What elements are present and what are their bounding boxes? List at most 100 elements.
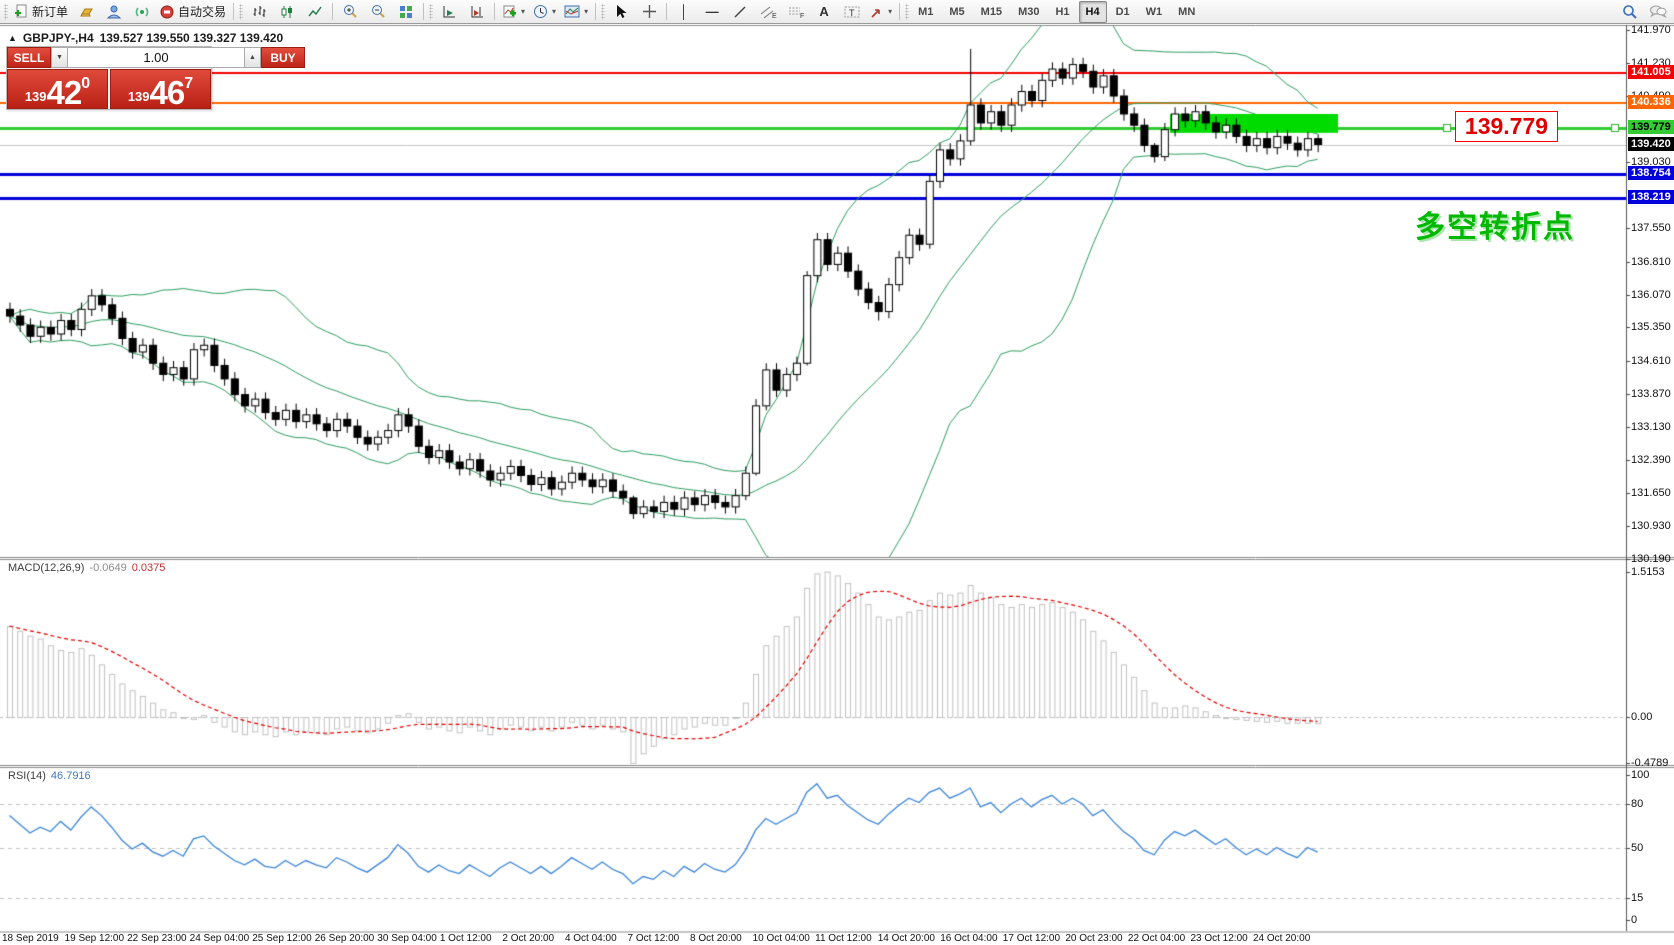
price-tag: 139.420 xyxy=(1628,136,1674,151)
autotrading-button[interactable]: 自动交易 xyxy=(156,1,230,23)
timeframe-button-d1[interactable]: D1 xyxy=(1115,5,1130,18)
timeframe-button-m15[interactable]: M15 xyxy=(980,5,1003,18)
fibonacci-tool-button[interactable]: F xyxy=(782,1,810,23)
timeframe-button-m5[interactable]: M5 xyxy=(949,5,965,18)
toolbar-drag-handle[interactable] xyxy=(4,3,8,20)
bar-chart-button[interactable] xyxy=(245,1,273,23)
zoom-in-icon xyxy=(343,5,357,18)
buy-price-pip: 7 xyxy=(184,75,194,92)
price-tick-label: 130.190 xyxy=(1631,553,1671,565)
rsi-scale-label: 15 xyxy=(1631,892,1644,905)
timeframe-button-h4[interactable]: H4 xyxy=(1078,0,1107,23)
time-tick-label: 22 Sep 23:00 xyxy=(127,933,187,944)
price-tag: 141.005 xyxy=(1628,65,1674,80)
price-tick-label: 131.650 xyxy=(1631,487,1671,500)
time-tick-label: 26 Sep 20:00 xyxy=(314,933,375,944)
volume-increase-button[interactable]: ▲ xyxy=(244,47,261,68)
timeframe-button-h1[interactable]: H1 xyxy=(1055,5,1070,18)
indicators-icon xyxy=(503,5,517,17)
candlestick-chart-button[interactable] xyxy=(273,1,301,23)
price-tag: 139.779 xyxy=(1628,120,1674,135)
time-tick-label: 7 Oct 12:00 xyxy=(627,933,680,944)
volume-input[interactable] xyxy=(68,47,244,68)
zoom-out-button[interactable] xyxy=(364,1,392,23)
price-tick-label: 136.810 xyxy=(1631,255,1671,268)
price-callout-box[interactable]: 139.779 xyxy=(1455,111,1558,142)
rsi-scale-label: 80 xyxy=(1631,798,1644,810)
timeframe-button-mn[interactable]: MN xyxy=(1178,5,1196,18)
tile-windows-button[interactable] xyxy=(392,1,420,23)
new-order-button[interactable]: 新订单 xyxy=(10,1,72,23)
volume-decrease-button[interactable]: ▼ xyxy=(51,47,68,68)
trendline-tool-button[interactable] xyxy=(726,1,754,23)
price-tick-label: 137.550 xyxy=(1631,222,1671,235)
arrows-tool-button[interactable]: ▾ xyxy=(866,1,896,23)
search-icon xyxy=(1623,4,1637,19)
periods-button[interactable]: ▾ xyxy=(529,1,560,23)
cursor-icon xyxy=(617,5,627,18)
label-tool-button[interactable]: T xyxy=(838,1,866,23)
label-tool-icon: T xyxy=(844,6,860,18)
price-tick-label: 135.350 xyxy=(1631,321,1671,334)
price-tick-label: 133.870 xyxy=(1631,387,1671,400)
zoom-in-button[interactable] xyxy=(336,1,364,23)
search-button[interactable] xyxy=(1616,1,1644,23)
chart-shift-icon xyxy=(471,5,484,17)
buy-button[interactable]: BUY xyxy=(261,47,305,68)
toolbar: 新订单 自动交易 xyxy=(0,0,1674,24)
time-tick-label: 20 Oct 23:00 xyxy=(1065,933,1123,944)
time-tick-label: 18 Sep 2019 xyxy=(2,933,59,944)
price-tick-label: 133.130 xyxy=(1631,420,1671,433)
new-order-label: 新订单 xyxy=(32,5,69,19)
cursor-tool-button[interactable] xyxy=(607,1,635,23)
collapse-triangle-icon[interactable]: ▲ xyxy=(8,33,17,43)
buy-price-tile[interactable]: 139 46 7 xyxy=(110,69,211,109)
time-tick-label: 16 Oct 04:00 xyxy=(940,933,998,944)
time-tick-label: 4 Oct 04:00 xyxy=(564,933,617,944)
indicators-button[interactable]: ▾ xyxy=(498,1,529,23)
bar-chart-icon xyxy=(253,5,266,17)
time-tick-label: 1 Oct 12:00 xyxy=(439,933,492,944)
macd-name: MACD(12,26,9) xyxy=(8,562,85,574)
signals-button[interactable] xyxy=(128,1,156,23)
time-tick-label: 17 Oct 12:00 xyxy=(1002,933,1061,944)
rsi-scale-label: 50 xyxy=(1631,841,1644,854)
channel-tool-button[interactable]: E xyxy=(754,1,782,23)
timeframe-button-w1[interactable]: W1 xyxy=(1145,5,1163,18)
arrows-caret-icon: ▾ xyxy=(888,7,893,16)
arrows-tool-icon xyxy=(871,8,880,18)
sell-button[interactable]: SELL xyxy=(7,47,51,68)
price-tick-label: 136.070 xyxy=(1631,288,1671,301)
price-tick-label: 139.030 xyxy=(1631,156,1671,169)
chart-ohlc-values: 139.527 139.550 139.327 139.420 xyxy=(99,31,284,45)
price-tick-label: 134.610 xyxy=(1631,354,1671,367)
price-tag: 140.336 xyxy=(1628,95,1674,110)
line-chart-button[interactable] xyxy=(301,1,329,23)
horizontal-line-tool-button[interactable]: — xyxy=(698,1,726,23)
rsi-scale-label: 0 xyxy=(1631,914,1638,926)
time-tick-label: 10 Oct 04:00 xyxy=(752,933,810,944)
price-tag: 138.754 xyxy=(1628,166,1674,181)
sell-price-tile[interactable]: 139 42 0 xyxy=(7,69,108,109)
template-icon xyxy=(564,5,580,18)
profile-button[interactable] xyxy=(100,1,128,23)
templates-button[interactable]: ▾ xyxy=(560,1,592,23)
timeframe-button-m1[interactable]: M1 xyxy=(918,5,934,18)
vertical-line-tool-button[interactable]: │ xyxy=(670,1,698,23)
chart-shift-button[interactable] xyxy=(463,1,491,23)
time-tick-label: 11 Oct 12:00 xyxy=(815,933,872,944)
crosshair-tool-button[interactable] xyxy=(635,1,663,23)
timeframe-button-m30[interactable]: M30 xyxy=(1018,5,1040,18)
chat-button[interactable] xyxy=(1644,1,1672,23)
time-tick-label: 19 Sep 12:00 xyxy=(64,933,125,944)
macd-scale-label: 0.00 xyxy=(1631,711,1653,723)
time-tick-label: 14 Oct 20:00 xyxy=(877,933,935,944)
signal-icon xyxy=(135,6,148,17)
market-watch-button[interactable] xyxy=(72,1,100,23)
auto-scroll-button[interactable] xyxy=(435,1,463,23)
time-tick-label: 30 Sep 04:00 xyxy=(377,933,437,944)
text-tool-button[interactable]: A xyxy=(810,1,838,23)
pivot-annotation-text[interactable]: 多空转折点 xyxy=(1415,211,1575,244)
